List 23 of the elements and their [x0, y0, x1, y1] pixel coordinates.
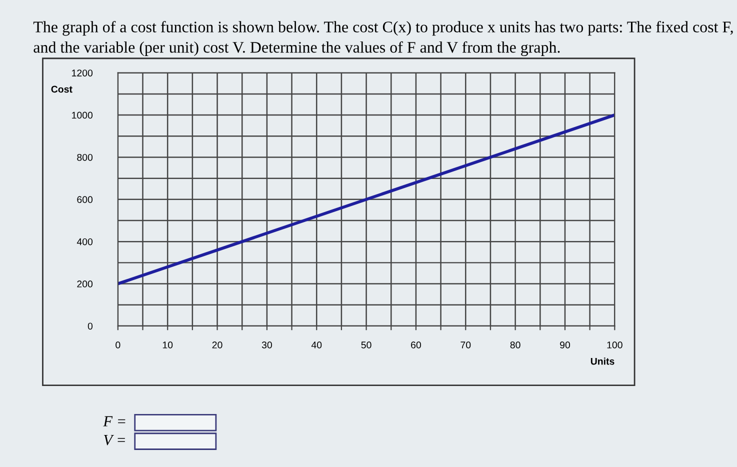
x-tick-label: 30 — [262, 342, 272, 348]
text: F = — [103, 416, 126, 426]
x-tick-label: 100 — [607, 342, 622, 348]
x-tick-label: 80 — [510, 342, 520, 348]
y-axis-title: Cost — [51, 86, 72, 93]
x-tick-label: 90 — [560, 342, 570, 348]
x-tick-label: 0 — [116, 342, 120, 348]
x-tick-label: 60 — [411, 342, 421, 348]
x-tick-label: 40 — [311, 342, 322, 348]
y-tick-label: 800 — [77, 154, 93, 161]
y-tick-label: 400 — [76, 238, 93, 246]
y-tick-label: 200 — [77, 280, 93, 288]
y-tick-label: 600 — [77, 196, 93, 204]
y-tick-label: 1200 — [72, 70, 93, 76]
x-tick-label: 10 — [162, 342, 173, 348]
y-tick-label: 1000 — [72, 112, 93, 119]
x-tick-label: 50 — [361, 342, 372, 348]
x-tick-label: 20 — [212, 342, 222, 348]
x-axis-title: Units — [590, 358, 614, 365]
text: V = — [104, 434, 125, 446]
x-tick-label: 70 — [460, 342, 471, 348]
y-tick-label: 0 — [88, 322, 93, 330]
chart-title: The graph of a cost function is shown below. The cost C(x) to produce x units has two parts: The fixed cost F, and the variable (per unit) cost V. Determine the values of F and V from the graph. — [33, 21, 733, 56]
